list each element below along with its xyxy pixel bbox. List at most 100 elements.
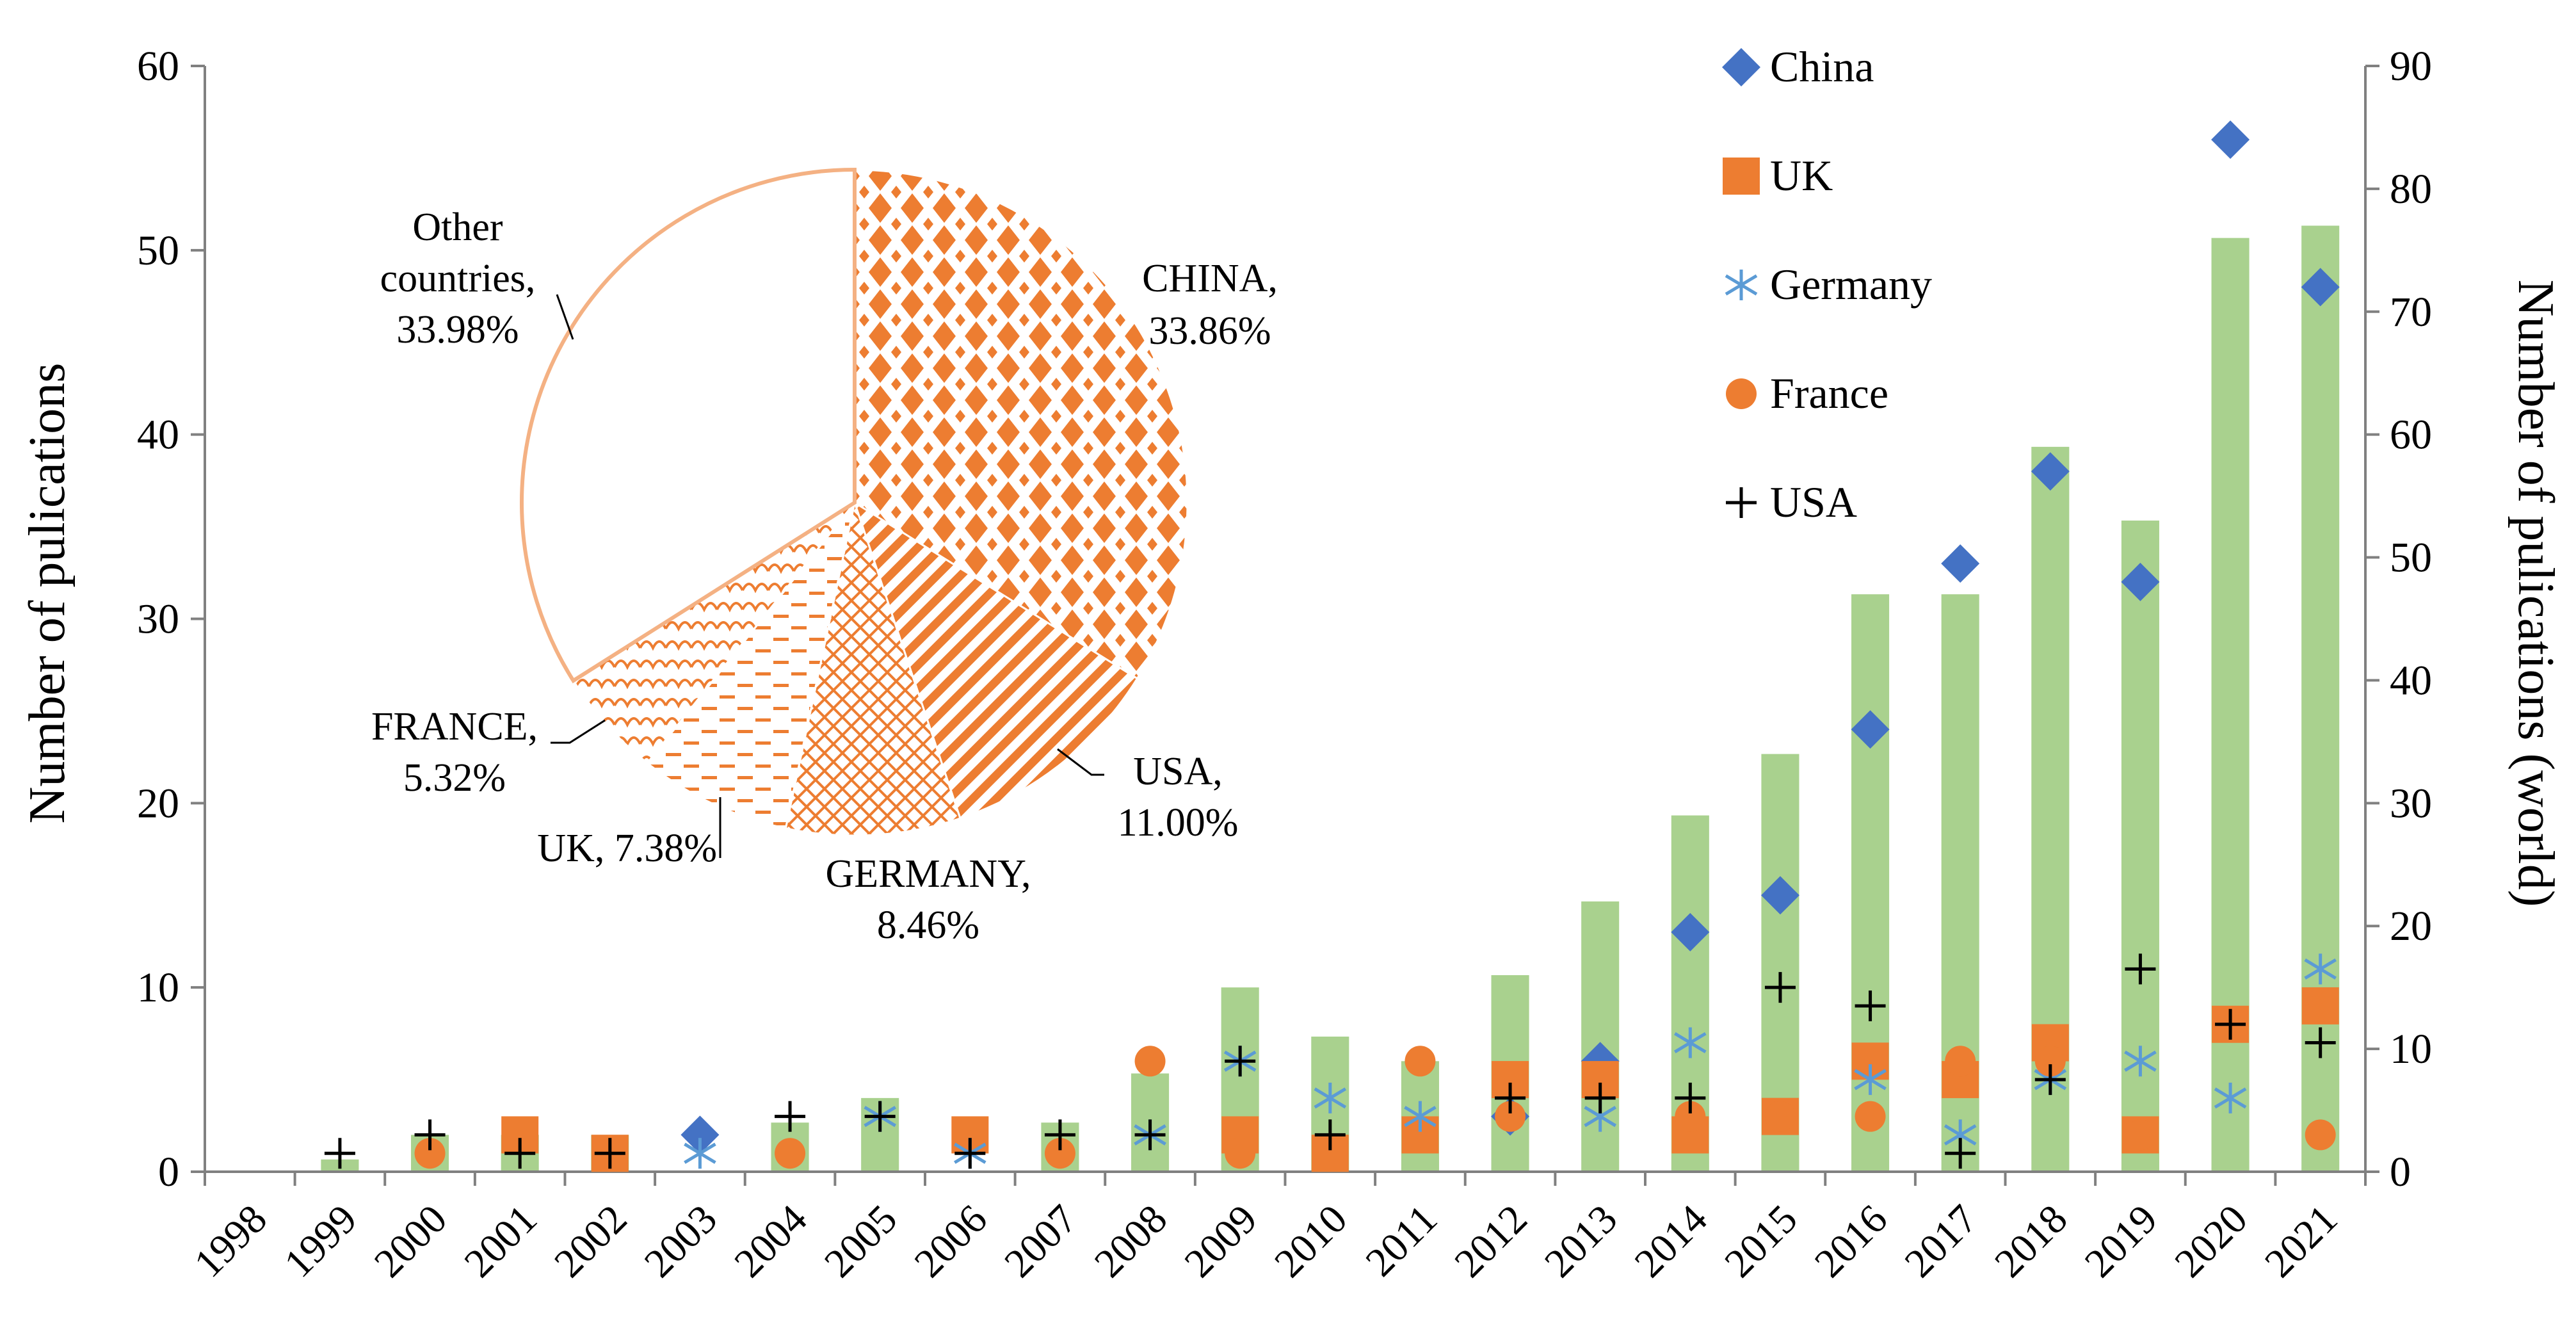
usa-point-2006 bbox=[954, 1138, 986, 1169]
x-tick-label: 2013 bbox=[1536, 1196, 1626, 1286]
x-tick-label: 2001 bbox=[455, 1196, 545, 1286]
pie-leader-other bbox=[556, 294, 574, 340]
left-tick-label: 10 bbox=[137, 964, 179, 1011]
series-markers bbox=[324, 120, 2340, 1172]
germany-point-2020 bbox=[2214, 1082, 2247, 1113]
pie-slice-germany bbox=[784, 499, 962, 837]
uk-point-2021 bbox=[2301, 987, 2339, 1024]
right-tick-label: 60 bbox=[2390, 412, 2432, 458]
pie-label-other-2: countries, bbox=[380, 257, 536, 300]
france-point-2004 bbox=[775, 1138, 806, 1169]
china-point-2018 bbox=[2031, 452, 2070, 491]
country-share-pie: CHINA, 33.86% USA, 11.00% GERMANY, 8.46% UK, 7… bbox=[371, 167, 1278, 947]
legend-marker-usa bbox=[1726, 487, 1757, 518]
right-tick-label: 90 bbox=[2390, 43, 2432, 90]
usa-point-2010 bbox=[1314, 1119, 1346, 1151]
france-point-2007 bbox=[1044, 1138, 1075, 1169]
legend-marker-china bbox=[1722, 48, 1760, 86]
x-tick-label: 2017 bbox=[1896, 1196, 1986, 1286]
pie-label-germany-pct: 8.46% bbox=[877, 903, 979, 947]
right-tick-label: 50 bbox=[2390, 535, 2432, 581]
pie-slice-china bbox=[853, 168, 1189, 680]
legend-label-germany: Germany bbox=[1770, 260, 1932, 309]
legend-label-usa: USA bbox=[1770, 478, 1857, 526]
germany-point-2003 bbox=[684, 1138, 716, 1169]
france-point-2017 bbox=[1945, 1046, 1976, 1077]
usa-point-1999 bbox=[324, 1138, 355, 1169]
pie-label-france-pct: 5.32% bbox=[403, 756, 506, 800]
usa-point-2021 bbox=[2305, 1027, 2336, 1058]
pie-label-uk: UK, 7.38% bbox=[537, 827, 717, 870]
left-tick-label: 60 bbox=[137, 43, 179, 90]
germany-point-2011 bbox=[1404, 1101, 1437, 1132]
usa-point-2012 bbox=[1495, 1082, 1526, 1113]
france-point-2012 bbox=[1495, 1101, 1526, 1132]
usa-point-2020 bbox=[2215, 1008, 2246, 1040]
pie-label-germany: GERMANY, bbox=[826, 852, 1031, 896]
legend-marker-germany bbox=[1725, 270, 1758, 300]
legend: China UK Germany France USA bbox=[1722, 42, 1932, 526]
right-tick-label: 70 bbox=[2390, 289, 2432, 336]
france-point-2018 bbox=[2034, 1046, 2066, 1077]
usa-point-2007 bbox=[1044, 1119, 1075, 1151]
x-tick-label: 2010 bbox=[1266, 1196, 1356, 1286]
germany-point-2019 bbox=[2124, 1046, 2157, 1077]
china-point-2019 bbox=[2121, 562, 2160, 601]
france-point-2008 bbox=[1134, 1046, 1166, 1077]
left-tick-label: 20 bbox=[137, 780, 179, 827]
right-tick-label: 0 bbox=[2390, 1149, 2411, 1195]
x-tick-label: 2009 bbox=[1175, 1196, 1266, 1286]
left-tick-label: 50 bbox=[137, 227, 179, 274]
pie-slice-usa bbox=[853, 500, 1139, 820]
china-point-2014 bbox=[1671, 912, 1710, 951]
france-point-2019 bbox=[2125, 1119, 2156, 1151]
pie-label-usa-pct: 11.00% bbox=[1118, 801, 1239, 845]
pie-label-other-pct: 33.98% bbox=[396, 308, 519, 352]
legend-label-france: France bbox=[1770, 369, 1888, 417]
left-tick-label: 0 bbox=[158, 1149, 179, 1195]
x-tick-label: 2021 bbox=[2256, 1196, 2346, 1286]
usa-point-2002 bbox=[594, 1138, 625, 1169]
legend-label-uk: UK bbox=[1770, 151, 1833, 200]
france-point-2015 bbox=[1764, 1101, 1796, 1132]
x-tick-label: 2000 bbox=[366, 1196, 456, 1286]
x-tick-label: 1998 bbox=[185, 1196, 275, 1286]
france-point-2021 bbox=[2305, 1119, 2336, 1151]
x-tick-label: 2018 bbox=[1986, 1196, 2076, 1286]
france-point-2000 bbox=[414, 1138, 446, 1169]
usa-point-2018 bbox=[2034, 1064, 2066, 1096]
germany-point-2021 bbox=[2304, 953, 2337, 985]
pie-label-china-pct: 33.86% bbox=[1148, 309, 1271, 353]
china-point-2017 bbox=[1941, 544, 1980, 583]
x-tick-label: 2003 bbox=[636, 1196, 726, 1286]
pie-slice-uk bbox=[646, 502, 856, 830]
x-tick-label: 2020 bbox=[2166, 1196, 2256, 1286]
france-point-2014 bbox=[1675, 1101, 1706, 1132]
x-tick-label: 2002 bbox=[545, 1196, 636, 1286]
usa-point-2015 bbox=[1764, 972, 1796, 1003]
right-axis-title: Number of pulications (world) bbox=[2508, 280, 2564, 907]
usa-point-2013 bbox=[1584, 1082, 1616, 1113]
pie-slice-other-countries bbox=[520, 167, 857, 684]
x-tick-label: 2005 bbox=[816, 1196, 906, 1286]
x-tick-label: 2007 bbox=[995, 1196, 1086, 1286]
x-tick-label: 2006 bbox=[905, 1196, 995, 1286]
x-tick-label: 2008 bbox=[1086, 1196, 1176, 1286]
pie-label-china: CHINA, bbox=[1142, 257, 1278, 300]
pie-label-france: FRANCE, bbox=[371, 705, 538, 749]
usa-point-2019 bbox=[2125, 953, 2156, 985]
usa-point-2009 bbox=[1225, 1046, 1256, 1077]
x-tick-label: 2016 bbox=[1806, 1196, 1896, 1286]
left-tick-label: 30 bbox=[137, 596, 179, 643]
usa-point-2005 bbox=[864, 1101, 896, 1132]
pie-leader-france bbox=[551, 719, 606, 744]
pie-label-other: Other bbox=[412, 206, 503, 249]
usa-point-2016 bbox=[1855, 990, 1886, 1021]
right-tick-label: 80 bbox=[2390, 166, 2432, 213]
right-tick-label: 30 bbox=[2390, 780, 2432, 827]
x-tick-label: 1999 bbox=[275, 1196, 366, 1286]
usa-point-2001 bbox=[504, 1138, 536, 1169]
usa-point-2008 bbox=[1134, 1119, 1166, 1151]
right-tick-label: 10 bbox=[2390, 1026, 2432, 1072]
france-point-2009 bbox=[1225, 1138, 1256, 1169]
